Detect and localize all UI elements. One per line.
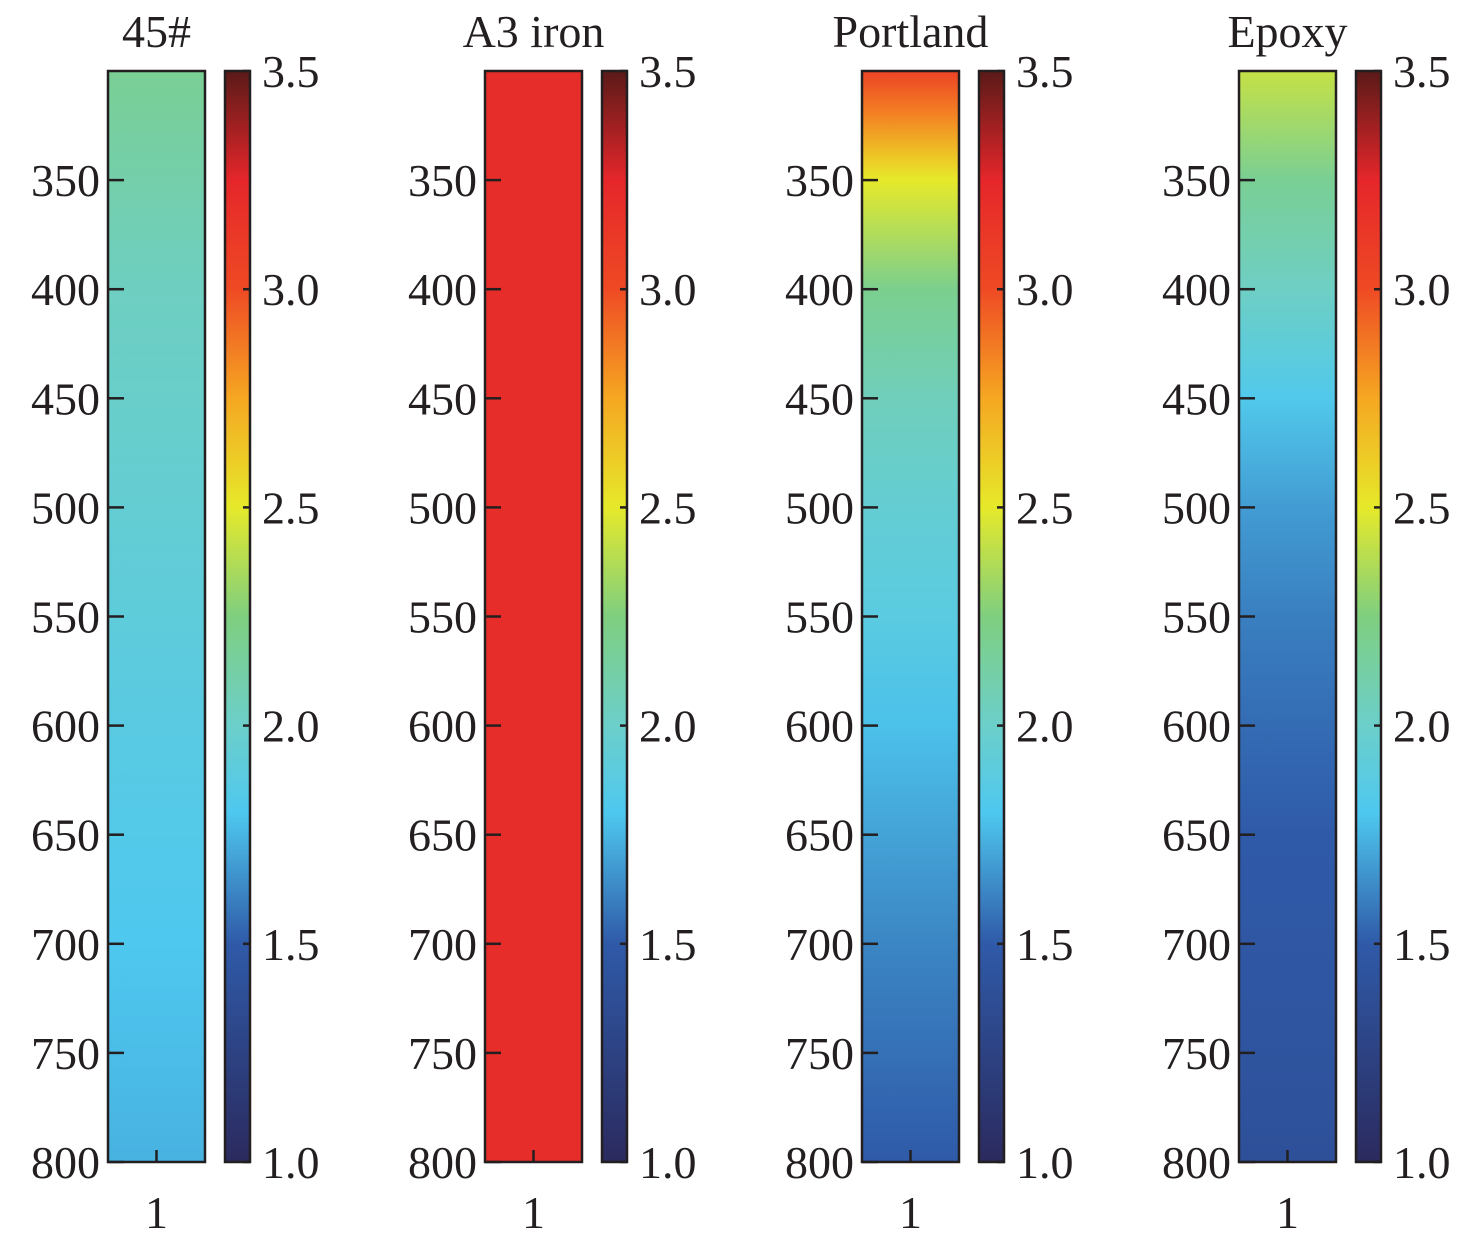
colorbar: 1.0 1.5 2.0 2.5 3.0 3.5 [600, 46, 697, 1188]
colorbar-tick-label: 2.5 [262, 482, 320, 533]
colorbar-tick-label: 2.0 [1393, 701, 1451, 752]
colorbar-frame [977, 69, 1006, 1164]
colorbar-tick-label: 1.0 [1393, 1137, 1451, 1188]
panel-4: Epoxy35040045050055060065070075080011.01… [1162, 6, 1451, 1238]
x-tick-label: 1 [899, 1187, 922, 1238]
colorbar-tick-label: 1.0 [262, 1137, 320, 1188]
colorbar-tick-label: 2.5 [639, 482, 697, 533]
colorbar: 1.0 1.5 2.0 2.5 3.0 3.5 [1354, 46, 1451, 1188]
colorbar-tick-label: 2.0 [262, 701, 320, 752]
heatmap-column [485, 71, 582, 1162]
y-tick-label: 400 [31, 264, 100, 315]
colorbar-tick-label: 1.0 [1016, 1137, 1074, 1188]
y-tick-label: 600 [785, 701, 854, 752]
y-tick-label: 750 [1162, 1028, 1231, 1079]
x-tick-label: 1 [145, 1187, 168, 1238]
y-tick-label: 700 [785, 919, 854, 970]
y-tick-label: 650 [1162, 810, 1231, 861]
y-tick-label: 650 [31, 810, 100, 861]
y-tick-label: 700 [408, 919, 477, 970]
y-tick-label: 700 [1162, 919, 1231, 970]
y-tick-label: 550 [31, 592, 100, 643]
y-tick-label: 600 [1162, 701, 1231, 752]
y-tick-label: 450 [1162, 373, 1231, 424]
panel-2: A3 iron 350 400 450 500 550 600 650 700 750 800 1 1.… [408, 6, 697, 1238]
colorbar-frame [223, 69, 252, 1164]
y-tick-label: 750 [785, 1028, 854, 1079]
colorbar-gradient [1356, 71, 1381, 1162]
y-tick-label: 400 [1162, 264, 1231, 315]
y-tick-label: 650 [408, 810, 477, 861]
colorbar-tick-label: 2.5 [1393, 482, 1451, 533]
y-tick-label: 400 [785, 264, 854, 315]
y-tick-label: 800 [1162, 1137, 1231, 1188]
y-tick-label: 800 [31, 1137, 100, 1188]
y-tick-label: 500 [31, 482, 100, 533]
colorbar-tick-label: 3.5 [1016, 46, 1074, 97]
colorbar-tick-label: 3.5 [639, 46, 697, 97]
y-tick-label: 350 [408, 155, 477, 206]
y-tick-label: 550 [1162, 592, 1231, 643]
y-tick-label: 450 [31, 373, 100, 424]
y-tick-label: 550 [408, 592, 477, 643]
y-tick-label: 800 [785, 1137, 854, 1188]
y-tick-label: 700 [31, 919, 100, 970]
colorbar-frame [600, 69, 629, 1164]
colorbar-gradient [225, 71, 250, 1162]
panel-1: 45# 350 400 450 500 550 600 650 700 750 800 1 1.0 1.5… [31, 6, 320, 1238]
heatmap-column [862, 71, 959, 1162]
y-tick-label: 750 [408, 1028, 477, 1079]
colorbar-tick-label: 1.5 [639, 919, 697, 970]
y-tick-label: 350 [31, 155, 100, 206]
colorbar-tick-label: 1.0 [639, 1137, 697, 1188]
colorbar-tick-label: 1.5 [1393, 919, 1451, 970]
colorbar-gradient [979, 71, 1004, 1162]
heatmap-column [108, 71, 205, 1162]
colorbar-gradient [602, 71, 627, 1162]
y-tick-label: 500 [1162, 482, 1231, 533]
colorbar: 1.0 1.5 2.0 2.5 3.0 3.5 [223, 46, 320, 1188]
y-tick-label: 600 [408, 701, 477, 752]
colorbar-tick-label: 3.0 [1016, 264, 1074, 315]
y-tick-label: 350 [785, 155, 854, 206]
colorbar-tick-label: 3.0 [1393, 264, 1451, 315]
panel-title: Epoxy [1227, 6, 1347, 57]
panel-title: Portland [833, 6, 989, 57]
y-tick-label: 450 [408, 373, 477, 424]
y-tick-label: 350 [1162, 155, 1231, 206]
colorbar-frame [1354, 69, 1383, 1164]
panel-title: A3 iron [463, 6, 605, 57]
y-tick-label: 500 [785, 482, 854, 533]
y-tick-label: 450 [785, 373, 854, 424]
x-tick-label: 1 [1276, 1187, 1299, 1238]
y-tick-label: 750 [31, 1028, 100, 1079]
colorbar-tick-label: 1.5 [1016, 919, 1074, 970]
y-tick-label: 500 [408, 482, 477, 533]
colorbar-tick-label: 3.5 [1393, 46, 1451, 97]
colorbar-tick-label: 3.0 [262, 264, 320, 315]
colorbar-tick-label: 3.5 [262, 46, 320, 97]
colorbar-tick-label: 2.0 [1016, 701, 1074, 752]
y-tick-label: 550 [785, 592, 854, 643]
colorbar-tick-label: 3.0 [639, 264, 697, 315]
y-tick-label: 400 [408, 264, 477, 315]
y-tick-label: 650 [785, 810, 854, 861]
colorbar-tick-label: 2.5 [1016, 482, 1074, 533]
colorbar-tick-label: 2.0 [639, 701, 697, 752]
colorbar-tick-label: 1.5 [262, 919, 320, 970]
x-tick-label: 1 [522, 1187, 545, 1238]
heatmap-column [1239, 71, 1336, 1162]
panel-3: Portland 350 400 450 500 550 600 650 700 750 800 1 1… [785, 6, 1074, 1238]
y-tick-label: 600 [31, 701, 100, 752]
colorbar: 1.0 1.5 2.0 2.5 3.0 3.5 [977, 46, 1074, 1188]
y-tick-label: 800 [408, 1137, 477, 1188]
panel-title: 45# [122, 6, 191, 57]
